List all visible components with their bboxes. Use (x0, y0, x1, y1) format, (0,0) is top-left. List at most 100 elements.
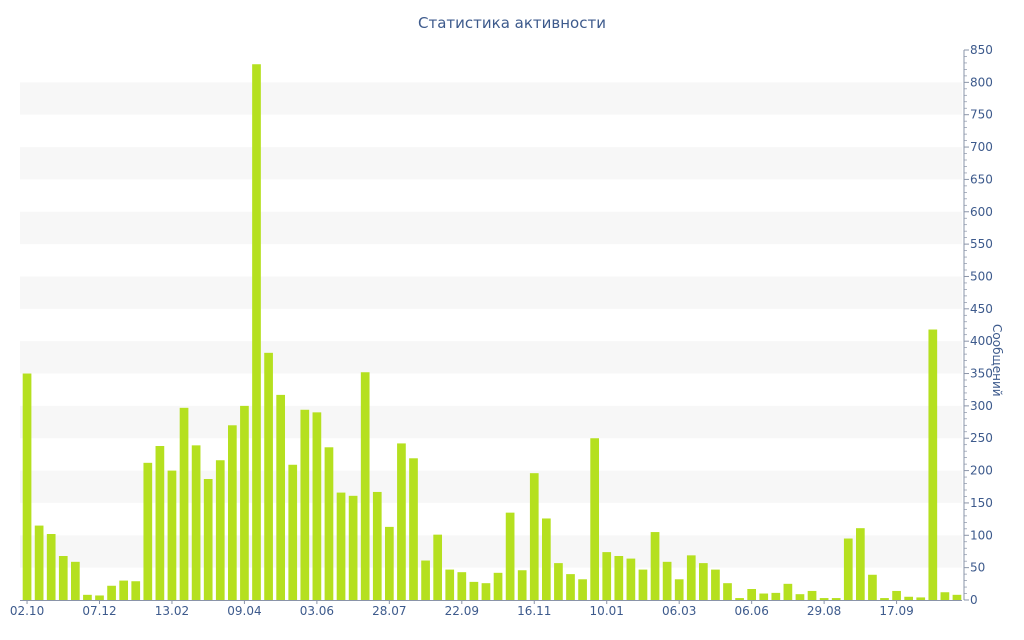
bar[interactable] (723, 583, 732, 600)
bar[interactable] (445, 569, 455, 600)
bar[interactable] (264, 352, 273, 600)
x-tick-label: 03.06 (300, 604, 334, 618)
bar[interactable] (348, 495, 358, 600)
bar[interactable] (155, 446, 165, 600)
bar[interactable] (240, 405, 249, 600)
bar[interactable] (554, 563, 563, 600)
bar[interactable] (409, 458, 418, 600)
bar[interactable] (759, 593, 769, 600)
bar[interactable] (360, 372, 370, 600)
grid-band (20, 276, 962, 309)
bar[interactable] (662, 561, 672, 600)
bar[interactable] (34, 525, 44, 600)
bar[interactable] (916, 597, 926, 600)
y-tick-label: 100 (970, 528, 993, 542)
grid-band (20, 470, 962, 503)
bar[interactable] (397, 443, 406, 600)
bar[interactable] (83, 594, 92, 600)
bar[interactable] (868, 574, 877, 600)
bar[interactable] (131, 581, 141, 600)
bar[interactable] (143, 462, 153, 600)
y-tick-label: 150 (970, 496, 993, 510)
bar[interactable] (22, 373, 32, 600)
bar[interactable] (457, 572, 467, 600)
bar[interactable] (276, 394, 286, 600)
bar[interactable] (469, 581, 479, 600)
bar[interactable] (203, 479, 213, 600)
bar[interactable] (843, 538, 853, 600)
bar[interactable] (795, 594, 805, 600)
bar[interactable] (336, 492, 346, 600)
y-tick-label: 600 (970, 205, 993, 219)
bar[interactable] (940, 592, 950, 600)
chart-title: Статистика активности (418, 14, 606, 32)
bar[interactable] (856, 528, 865, 600)
bar[interactable] (807, 590, 817, 600)
bar[interactable] (904, 596, 914, 600)
bar[interactable] (880, 598, 889, 600)
y-tick-label: 500 (970, 269, 993, 283)
bar[interactable] (95, 595, 104, 600)
y-tick-label: 250 (970, 431, 993, 445)
bar[interactable] (191, 445, 201, 600)
x-tick-label: 29.08 (807, 604, 841, 618)
bar[interactable] (58, 556, 68, 600)
x-tick-label: 22.09 (445, 604, 479, 618)
bar[interactable] (167, 470, 177, 600)
bar[interactable] (928, 329, 938, 600)
bar[interactable] (372, 491, 382, 600)
bar[interactable] (542, 518, 551, 600)
bar[interactable] (614, 556, 624, 600)
bar[interactable] (493, 572, 503, 600)
bar[interactable] (747, 589, 757, 600)
bar[interactable] (215, 460, 225, 600)
y-tick-label: 800 (970, 75, 993, 89)
x-tick-label: 06.06 (734, 604, 768, 618)
bar[interactable] (783, 583, 793, 600)
bar[interactable] (517, 570, 527, 600)
bar[interactable] (324, 447, 334, 600)
y-tick-label: 850 (970, 43, 993, 57)
bar[interactable] (711, 569, 720, 600)
bar[interactable] (578, 579, 587, 600)
bar[interactable] (602, 552, 612, 600)
bar[interactable] (735, 598, 744, 600)
bar[interactable] (892, 590, 901, 600)
bar[interactable] (119, 580, 129, 600)
bar[interactable] (385, 526, 394, 600)
bar[interactable] (771, 592, 781, 600)
bar[interactable] (590, 438, 600, 600)
bar[interactable] (107, 585, 116, 600)
bar[interactable] (288, 464, 298, 600)
bar[interactable] (300, 409, 310, 600)
bar[interactable] (952, 594, 962, 600)
bar[interactable] (312, 412, 322, 600)
bar[interactable] (433, 534, 443, 600)
bar[interactable] (650, 532, 660, 600)
bar[interactable] (179, 407, 189, 600)
bar[interactable] (831, 598, 841, 600)
bar[interactable] (71, 561, 80, 600)
bar-series (22, 64, 962, 601)
grid-band (20, 147, 962, 180)
y-tick-label: 450 (970, 302, 993, 316)
bar[interactable] (699, 563, 708, 600)
bar[interactable] (566, 574, 575, 600)
grid-band (20, 341, 962, 374)
bar[interactable] (529, 473, 539, 600)
y-tick-label: 750 (970, 108, 993, 122)
bar[interactable] (481, 583, 491, 600)
y-tick-label: 550 (970, 237, 993, 251)
bar[interactable] (674, 579, 684, 600)
bar[interactable] (638, 569, 648, 600)
bar[interactable] (252, 64, 261, 601)
bar[interactable] (228, 425, 237, 600)
bar[interactable] (46, 534, 56, 600)
bar[interactable] (686, 555, 696, 600)
bar[interactable] (505, 512, 515, 600)
bar[interactable] (421, 560, 430, 600)
x-tick-label: 09.04 (227, 604, 261, 618)
bar[interactable] (819, 598, 829, 600)
bar[interactable] (626, 558, 636, 600)
